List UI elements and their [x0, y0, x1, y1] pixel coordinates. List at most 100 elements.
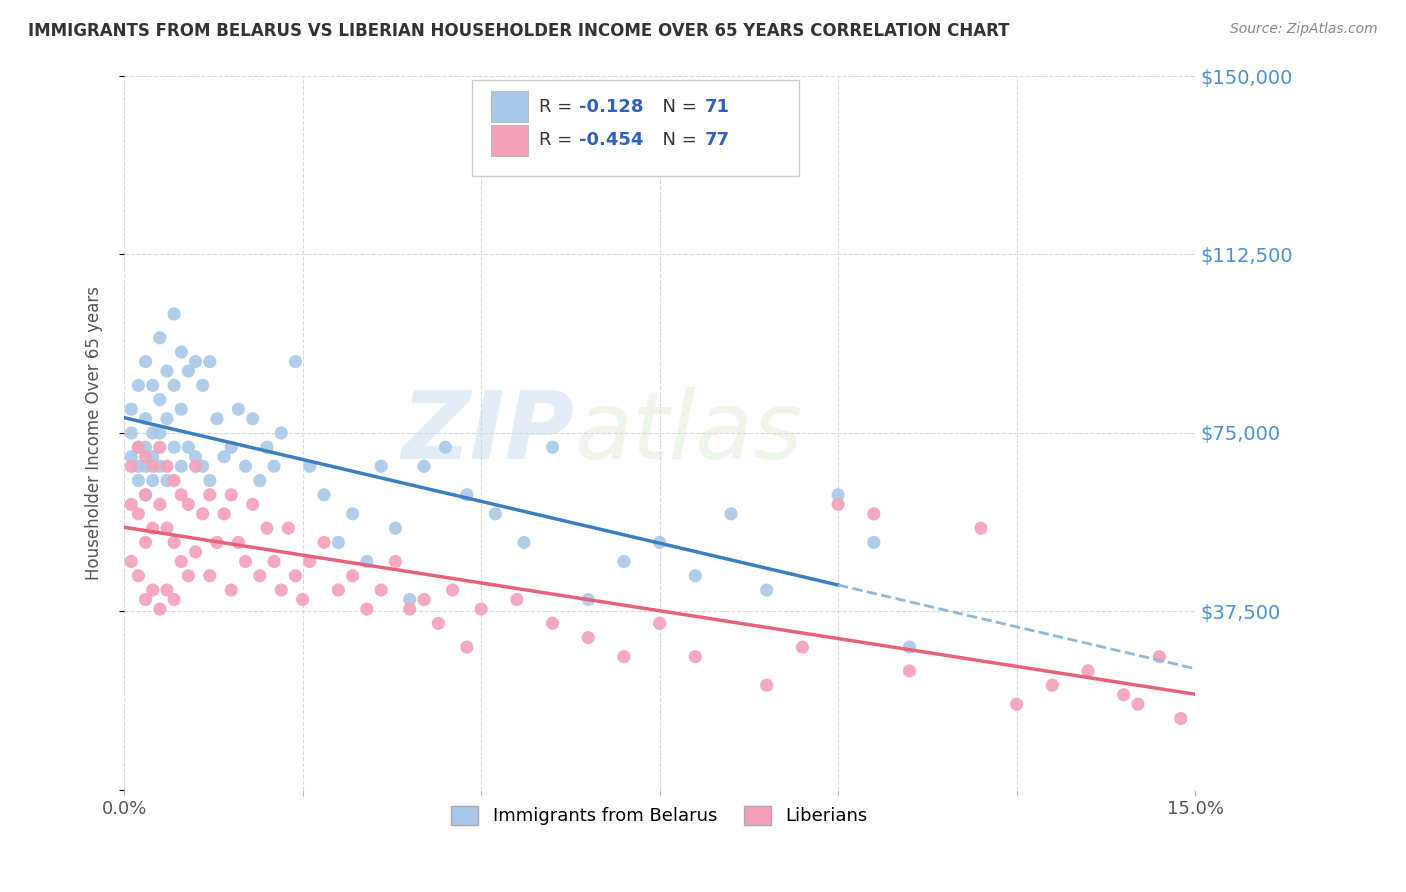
Point	[256, 440, 278, 454]
Point	[256, 521, 278, 535]
Point	[228, 402, 250, 417]
Point	[177, 568, 200, 582]
Point	[456, 640, 478, 654]
Point	[120, 402, 142, 417]
Point	[1149, 649, 1171, 664]
Point	[163, 592, 186, 607]
Point	[685, 568, 707, 582]
Point	[398, 602, 420, 616]
Point	[270, 425, 292, 440]
Point	[170, 554, 193, 568]
Point	[163, 307, 186, 321]
Text: atlas: atlas	[574, 387, 803, 478]
Point	[177, 497, 200, 511]
FancyBboxPatch shape	[472, 79, 799, 176]
Point	[1112, 688, 1135, 702]
Point	[135, 354, 157, 368]
Point	[184, 545, 207, 559]
Point	[120, 497, 142, 511]
FancyBboxPatch shape	[492, 91, 527, 122]
Point	[142, 459, 165, 474]
Point	[898, 640, 921, 654]
Point	[576, 631, 599, 645]
Point	[648, 616, 671, 631]
Point	[198, 488, 221, 502]
Point	[1040, 678, 1063, 692]
Point	[1005, 698, 1028, 712]
Point	[219, 488, 242, 502]
Point	[720, 507, 742, 521]
Text: IMMIGRANTS FROM BELARUS VS LIBERIAN HOUSEHOLDER INCOME OVER 65 YEARS CORRELATION: IMMIGRANTS FROM BELARUS VS LIBERIAN HOUS…	[28, 22, 1010, 40]
Point	[184, 354, 207, 368]
Point	[149, 440, 172, 454]
Point	[441, 582, 464, 597]
Point	[149, 497, 172, 511]
Point	[156, 474, 179, 488]
Point	[191, 459, 214, 474]
Text: -0.128: -0.128	[579, 98, 644, 116]
Point	[284, 568, 307, 582]
Point	[127, 459, 149, 474]
Point	[370, 459, 392, 474]
Point	[135, 440, 157, 454]
Text: ZIP: ZIP	[401, 387, 574, 479]
Point	[1170, 712, 1192, 726]
Point	[212, 507, 235, 521]
Point	[135, 488, 157, 502]
Point	[135, 450, 157, 464]
Point	[127, 440, 149, 454]
Point	[312, 488, 335, 502]
Point	[284, 354, 307, 368]
Point	[135, 459, 157, 474]
Point	[127, 507, 149, 521]
Point	[384, 521, 406, 535]
Point	[120, 459, 142, 474]
Point	[898, 664, 921, 678]
Point	[456, 488, 478, 502]
Point	[513, 535, 536, 549]
Text: N =: N =	[651, 131, 703, 149]
Point	[862, 535, 884, 549]
Point	[142, 450, 165, 464]
Point	[291, 592, 314, 607]
Point	[249, 474, 271, 488]
Point	[170, 345, 193, 359]
Text: R =: R =	[538, 131, 578, 149]
Point	[263, 554, 285, 568]
Point	[191, 378, 214, 392]
Point	[413, 592, 436, 607]
Text: Source: ZipAtlas.com: Source: ZipAtlas.com	[1230, 22, 1378, 37]
Point	[135, 535, 157, 549]
Point	[470, 602, 492, 616]
Point	[135, 488, 157, 502]
Point	[127, 378, 149, 392]
Point	[970, 521, 993, 535]
Text: 77: 77	[704, 131, 730, 149]
Point	[149, 602, 172, 616]
Text: 71: 71	[704, 98, 730, 116]
Y-axis label: Householder Income Over 65 years: Householder Income Over 65 years	[86, 286, 103, 580]
Point	[413, 459, 436, 474]
Point	[205, 411, 228, 425]
Point	[205, 535, 228, 549]
Legend: Immigrants from Belarus, Liberians: Immigrants from Belarus, Liberians	[443, 797, 877, 834]
Point	[827, 488, 849, 502]
Point	[120, 425, 142, 440]
Point	[685, 649, 707, 664]
Point	[1126, 698, 1149, 712]
Point	[127, 568, 149, 582]
Point	[149, 392, 172, 407]
Point	[177, 440, 200, 454]
Text: N =: N =	[651, 98, 703, 116]
Point	[370, 582, 392, 597]
Point	[156, 411, 179, 425]
Point	[1077, 664, 1099, 678]
Point	[219, 440, 242, 454]
Point	[156, 364, 179, 378]
Point	[156, 582, 179, 597]
Point	[755, 582, 778, 597]
Point	[862, 507, 884, 521]
Point	[120, 450, 142, 464]
Point	[170, 488, 193, 502]
Point	[184, 459, 207, 474]
